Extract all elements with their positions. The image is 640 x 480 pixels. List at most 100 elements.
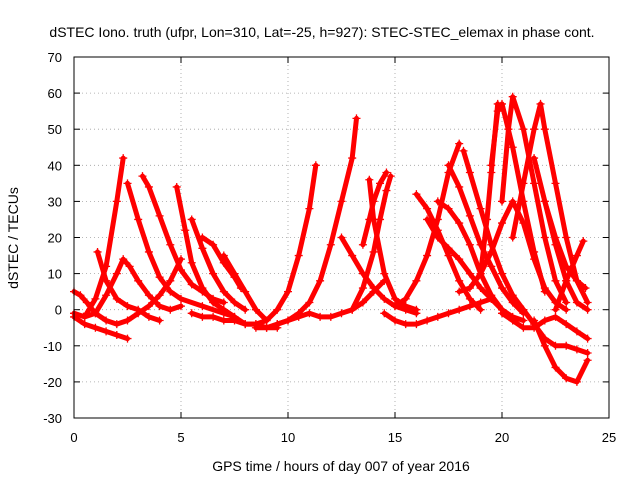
data-point: [519, 323, 528, 332]
data-point: [508, 92, 517, 101]
data-point: [187, 258, 196, 267]
data-point: [581, 284, 590, 293]
data-point: [465, 269, 474, 278]
series-line: [446, 162, 526, 316]
data-point: [112, 320, 121, 329]
data-point: [144, 302, 153, 311]
data-point: [572, 276, 581, 285]
data-point: [198, 312, 207, 321]
series-line: [71, 256, 184, 327]
series: [459, 146, 528, 314]
y-tick-label: 0: [55, 303, 62, 318]
data-point: [144, 182, 153, 191]
data-point: [284, 287, 292, 296]
data-point: [401, 320, 410, 329]
y-tick-label: 20: [48, 231, 62, 246]
data-point: [579, 237, 588, 246]
data-point: [123, 179, 132, 188]
chart-title: dSTEC Iono. truth (ufpr, Lon=310, Lat=-2…: [49, 24, 594, 40]
data-point: [572, 345, 581, 354]
data-point: [134, 305, 143, 314]
data-point: [562, 262, 571, 271]
data-series: [70, 92, 592, 386]
data-point: [540, 125, 549, 134]
data-point: [380, 309, 389, 318]
series-line: [84, 155, 126, 316]
data-point: [540, 341, 549, 350]
data-point: [144, 291, 153, 300]
data-point: [583, 356, 592, 365]
data-point: [155, 273, 164, 282]
series: [219, 161, 320, 329]
data-point: [369, 247, 378, 256]
y-axis-label: dSTEC / TECUs: [5, 187, 21, 289]
y-tick-label: 40: [48, 158, 62, 173]
data-point: [144, 247, 153, 256]
data-point: [91, 323, 100, 332]
data-point: [177, 302, 185, 311]
data-point: [138, 172, 147, 181]
data-point: [498, 197, 506, 206]
data-point: [348, 154, 357, 163]
data-point: [572, 298, 581, 307]
data-point: [465, 284, 474, 293]
data-point: [433, 312, 442, 321]
data-point: [369, 215, 378, 224]
data-point: [91, 309, 100, 318]
series-line: [424, 216, 505, 313]
data-point: [166, 240, 175, 249]
data-point: [508, 233, 517, 242]
data-point: [412, 320, 421, 329]
data-point: [187, 280, 196, 289]
series: [540, 197, 590, 293]
data-point: [230, 269, 239, 278]
data-point: [433, 233, 442, 242]
data-point: [444, 309, 453, 318]
data-point: [465, 211, 474, 220]
data-point: [487, 161, 496, 170]
x-tick-label: 25: [602, 430, 616, 445]
data-point: [530, 179, 539, 188]
data-point: [551, 233, 560, 242]
data-point: [358, 240, 367, 249]
data-point: [551, 305, 560, 314]
data-point: [198, 284, 207, 293]
axes: 0 5 10 15 20 25 -30 -20 -10 0 10 20 30 40 50 60 70: [43, 50, 616, 445]
x-tick-label: 20: [495, 430, 509, 445]
data-point: [198, 233, 207, 242]
data-point: [476, 269, 485, 278]
y-tick-label: 30: [48, 194, 62, 209]
series-line: [553, 238, 586, 313]
data-point: [412, 190, 421, 199]
data-point: [508, 291, 517, 300]
series: [138, 172, 228, 307]
data-point: [380, 269, 389, 278]
data-point: [401, 302, 410, 311]
data-point: [391, 302, 399, 311]
data-point: [455, 139, 464, 148]
data-point: [209, 312, 218, 321]
data-point: [572, 327, 581, 336]
data-point: [530, 154, 539, 163]
data-point: [487, 247, 496, 256]
data-point: [93, 247, 102, 256]
data-point: [316, 312, 325, 321]
data-point: [134, 276, 143, 285]
data-point: [82, 298, 91, 307]
data-point: [487, 168, 496, 177]
data-point: [177, 294, 185, 303]
data-point: [123, 316, 132, 325]
series: [82, 154, 128, 318]
data-point: [76, 291, 85, 300]
data-point: [177, 265, 185, 274]
data-point: [102, 327, 111, 336]
data-point: [562, 276, 571, 285]
data-point: [112, 294, 121, 303]
grid: [74, 57, 609, 418]
data-point: [519, 125, 528, 134]
data-point: [382, 186, 391, 195]
data-point: [476, 284, 485, 293]
data-point: [166, 287, 175, 296]
data-point: [444, 161, 453, 170]
